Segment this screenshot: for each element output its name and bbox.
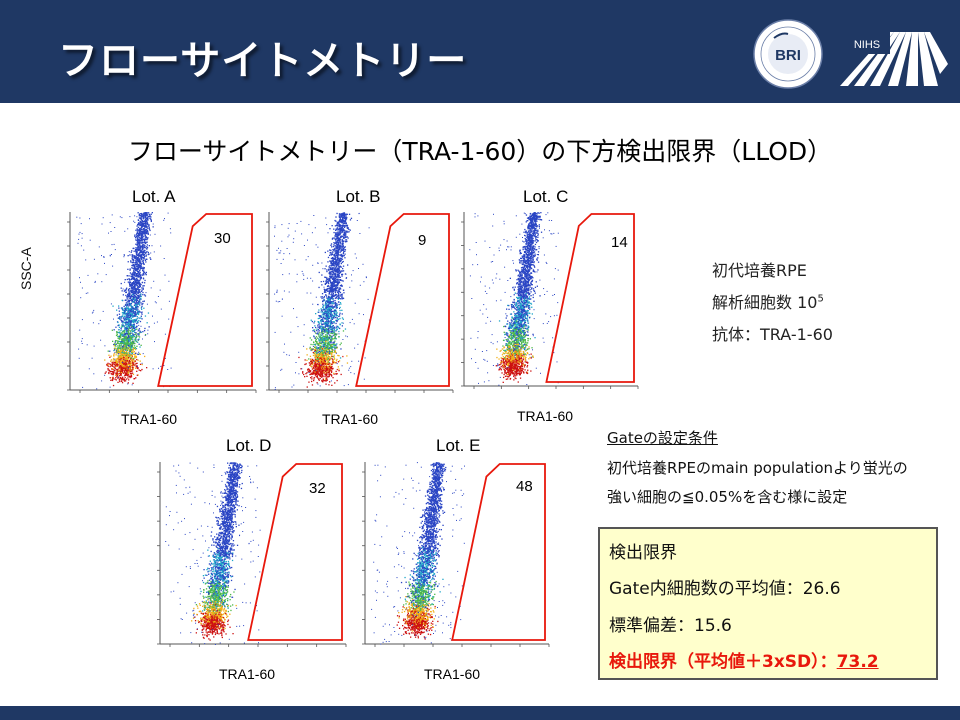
flow-plot-lot-b bbox=[266, 212, 454, 393]
flow-plot-lot-d bbox=[157, 462, 347, 647]
gate-count-lot-c: 14 bbox=[611, 234, 628, 251]
footer-bar bbox=[0, 706, 960, 720]
llod-value: 73.2 bbox=[836, 652, 879, 672]
nihs-logo-text: NIHS bbox=[854, 39, 880, 51]
info-antibody: 抗体：TRA-1-60 bbox=[712, 325, 833, 344]
x-axis-label-lot-e: TRA1-60 bbox=[424, 666, 481, 682]
bri-logo-text: BRI bbox=[775, 47, 801, 64]
sd-value: 15.6 bbox=[694, 616, 732, 636]
info-analyzed-count: 解析細胞数 105 bbox=[712, 289, 824, 313]
panel-title-lot-b: Lot. B bbox=[336, 187, 381, 206]
mean-value: 26.6 bbox=[802, 579, 841, 599]
header-bar: フローサイトメトリー BRI NIHS bbox=[0, 0, 960, 103]
gate-count-lot-a: 30 bbox=[214, 230, 231, 247]
gate-count-lot-d: 32 bbox=[309, 480, 326, 497]
info-analyzed-exponent: 5 bbox=[817, 293, 824, 305]
panel-title-lot-c: Lot. C bbox=[523, 187, 569, 206]
gate-count-lot-e: 48 bbox=[516, 478, 533, 495]
gate-count-lot-b: 9 bbox=[418, 232, 427, 249]
gate-conditions-heading: Gateの設定条件 bbox=[607, 429, 718, 447]
panel-title-lot-a: Lot. A bbox=[132, 187, 176, 206]
detection-limit-heading: 検出限界 bbox=[609, 543, 677, 563]
gate-conditions-line-1: 初代培養RPEのmain populationより蛍光の bbox=[607, 459, 908, 477]
flow-plot-lot-c bbox=[461, 212, 639, 389]
nihs-logo: NIHS bbox=[838, 24, 948, 88]
slide-title: フローサイトメトリー bbox=[58, 38, 468, 84]
panel-title-lot-e: Lot. E bbox=[436, 436, 481, 455]
sd-label: 標準偏差： bbox=[609, 616, 694, 636]
sd-row: 標準偏差：15.6 bbox=[609, 611, 732, 636]
flow-plot-lot-a bbox=[67, 212, 257, 393]
y-axis-label: SSC-A bbox=[18, 247, 34, 290]
detection-limit-box: 検出限界 Gate内細胞数の平均値：26.6 標準偏差：15.6 検出限界（平均… bbox=[598, 527, 938, 680]
info-cells: 初代培養RPE bbox=[712, 261, 807, 280]
x-axis-label-lot-d: TRA1-60 bbox=[219, 666, 276, 682]
gate-conditions-line-2: 強い細胞の≦0.05%を含む様に設定 bbox=[607, 488, 848, 506]
mean-label: Gate内細胞数の平均値： bbox=[609, 579, 803, 599]
flow-plot-lot-e bbox=[362, 462, 550, 647]
info-analyzed-prefix: 解析細胞数 10 bbox=[712, 293, 818, 312]
x-axis-label-lot-a: TRA1-60 bbox=[121, 411, 178, 427]
slide-subtitle: フローサイトメトリー（TRA-1-60）の下方検出限界（LLOD） bbox=[127, 137, 833, 166]
x-axis-label-lot-b: TRA1-60 bbox=[322, 411, 379, 427]
x-axis-label-lot-c: TRA1-60 bbox=[517, 408, 574, 424]
mean-row: Gate内細胞数の平均値：26.6 bbox=[609, 574, 841, 599]
llod-label: 検出限界（平均値＋3xSD）： bbox=[609, 652, 837, 672]
panel-title-lot-d: Lot. D bbox=[226, 436, 272, 455]
llod-row: 検出限界（平均値＋3xSD）：73.2 bbox=[609, 647, 879, 672]
bri-logo: BRI bbox=[753, 19, 823, 89]
